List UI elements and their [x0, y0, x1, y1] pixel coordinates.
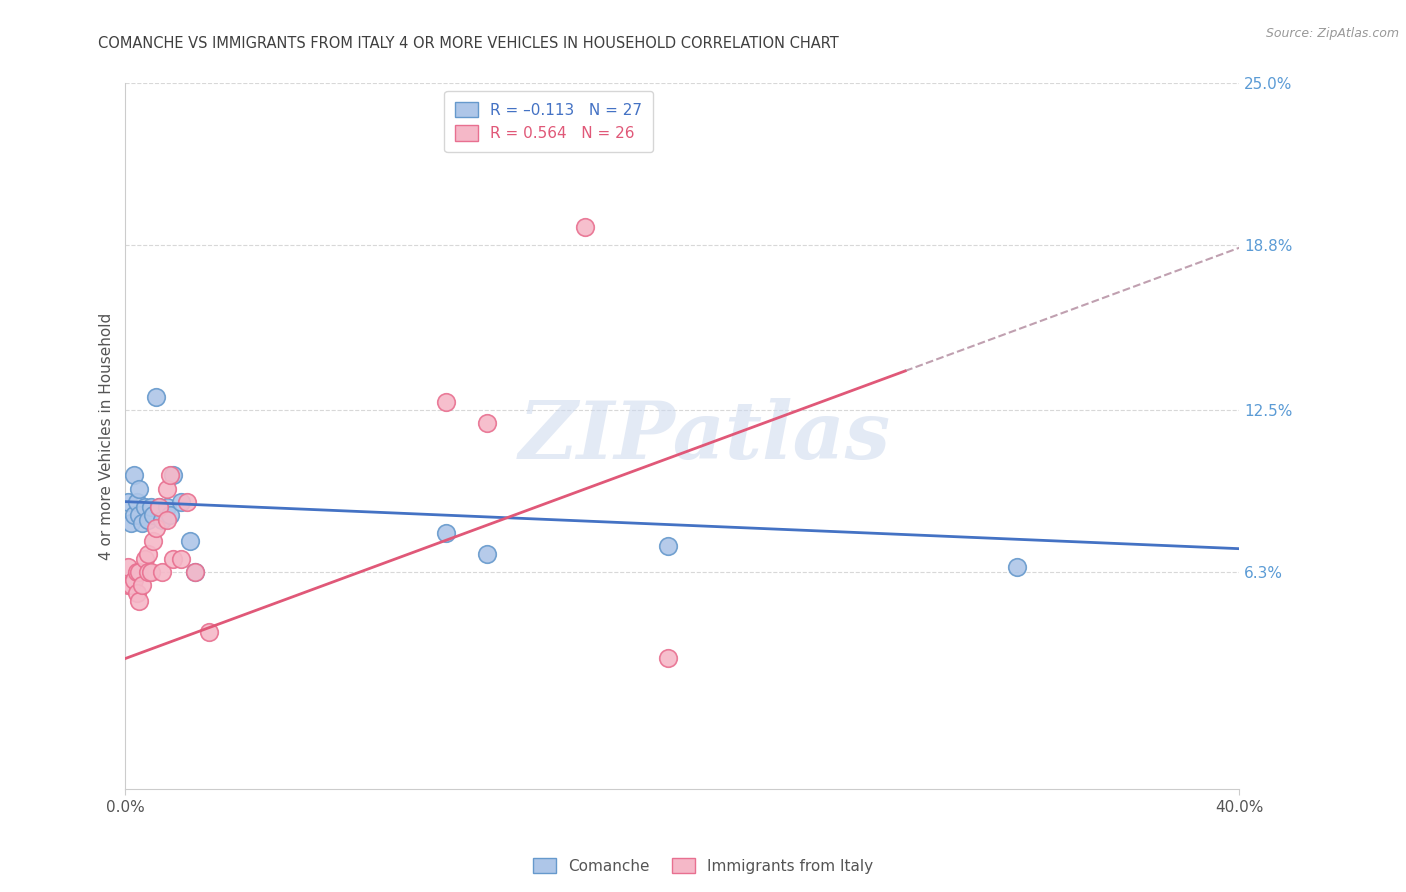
Text: ZIPatlas: ZIPatlas	[519, 398, 891, 475]
Point	[139, 565, 162, 579]
Point	[159, 508, 181, 522]
Point	[136, 513, 159, 527]
Point	[122, 508, 145, 522]
Point	[156, 500, 179, 514]
Point	[142, 533, 165, 548]
Point	[657, 539, 679, 553]
Point	[117, 560, 139, 574]
Point	[122, 573, 145, 587]
Point	[162, 552, 184, 566]
Point	[477, 416, 499, 430]
Point	[120, 578, 142, 592]
Point	[128, 594, 150, 608]
Point	[156, 513, 179, 527]
Point	[148, 500, 170, 514]
Point	[159, 468, 181, 483]
Point	[657, 651, 679, 665]
Point	[134, 500, 156, 514]
Point	[117, 494, 139, 508]
Point	[142, 508, 165, 522]
Point	[162, 468, 184, 483]
Point	[139, 500, 162, 514]
Point	[131, 516, 153, 530]
Point	[136, 565, 159, 579]
Point	[434, 395, 457, 409]
Point	[434, 526, 457, 541]
Point	[145, 390, 167, 404]
Point	[125, 565, 148, 579]
Point	[477, 547, 499, 561]
Point	[128, 508, 150, 522]
Point	[125, 494, 148, 508]
Point	[117, 578, 139, 592]
Point	[150, 513, 173, 527]
Y-axis label: 4 or more Vehicles in Household: 4 or more Vehicles in Household	[100, 313, 114, 560]
Point	[150, 565, 173, 579]
Point	[128, 482, 150, 496]
Point	[170, 494, 193, 508]
Legend: R = –0.113   N = 27, R = 0.564   N = 26: R = –0.113 N = 27, R = 0.564 N = 26	[444, 91, 652, 152]
Point	[170, 552, 193, 566]
Point	[148, 500, 170, 514]
Legend: Comanche, Immigrants from Italy: Comanche, Immigrants from Italy	[526, 852, 880, 880]
Point	[156, 482, 179, 496]
Point	[128, 565, 150, 579]
Point	[184, 565, 207, 579]
Point	[125, 586, 148, 600]
Point	[184, 565, 207, 579]
Point	[179, 533, 201, 548]
Point	[136, 547, 159, 561]
Point	[131, 578, 153, 592]
Point	[198, 625, 221, 640]
Point	[176, 494, 198, 508]
Text: Source: ZipAtlas.com: Source: ZipAtlas.com	[1265, 27, 1399, 40]
Point	[1005, 560, 1028, 574]
Point	[134, 552, 156, 566]
Point	[574, 220, 596, 235]
Point	[122, 468, 145, 483]
Point	[145, 521, 167, 535]
Point	[120, 516, 142, 530]
Text: COMANCHE VS IMMIGRANTS FROM ITALY 4 OR MORE VEHICLES IN HOUSEHOLD CORRELATION CH: COMANCHE VS IMMIGRANTS FROM ITALY 4 OR M…	[98, 36, 839, 51]
